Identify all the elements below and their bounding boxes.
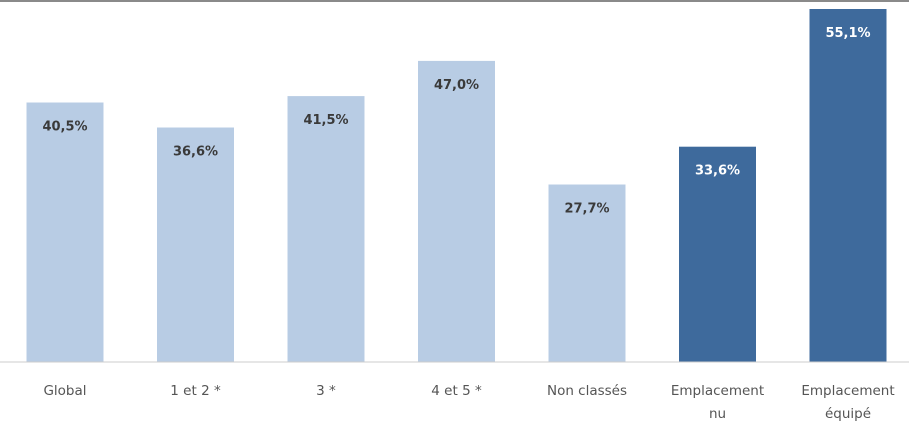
category-label-6: Emplacement équipé [801, 383, 894, 422]
bar-5 [679, 146, 756, 362]
category-label-line: 3 * [316, 383, 336, 399]
category-label-line: Emplacement [801, 383, 894, 399]
value-label-0: 40,5% [42, 120, 87, 135]
category-label-line: Non classés [547, 383, 627, 399]
bar-0 [26, 102, 104, 362]
category-label-line: Emplacement [671, 383, 764, 399]
category-label-3: 4 et 5 * [431, 383, 482, 399]
value-label-5: 33,6% [695, 164, 740, 179]
bar-6 [809, 9, 887, 362]
category-label-line: 1 et 2 * [170, 383, 221, 399]
bar-3 [418, 60, 495, 363]
bar-1 [157, 127, 234, 362]
category-label-1: 1 et 2 * [170, 383, 221, 399]
value-label-6: 55,1% [825, 26, 870, 41]
value-label-2: 41,5% [303, 113, 348, 128]
value-label-3: 47,0% [434, 78, 479, 93]
category-label-line: Global [43, 383, 86, 399]
value-label-4: 27,7% [564, 202, 609, 217]
category-label-5: Emplacement nu [671, 383, 764, 422]
bar-4 [548, 184, 626, 362]
value-label-1: 36,6% [173, 145, 218, 160]
category-label-line: nu [709, 406, 726, 422]
bars-group [26, 9, 887, 363]
bar-2 [287, 96, 365, 362]
value-labels-group: 40,5% 36,6% 41,5% 47,0% 27,7% 33,6% 55,1% [42, 26, 870, 217]
category-label-line: équipé [825, 406, 871, 422]
category-labels-group: Global 1 et 2 * 3 * 4 et 5 * Non classés Empl… [43, 383, 894, 422]
category-label-4: Non classés [547, 383, 627, 399]
category-label-0: Global [43, 383, 86, 399]
category-label-2: 3 * [316, 383, 336, 399]
category-label-line: 4 et 5 * [431, 383, 482, 399]
